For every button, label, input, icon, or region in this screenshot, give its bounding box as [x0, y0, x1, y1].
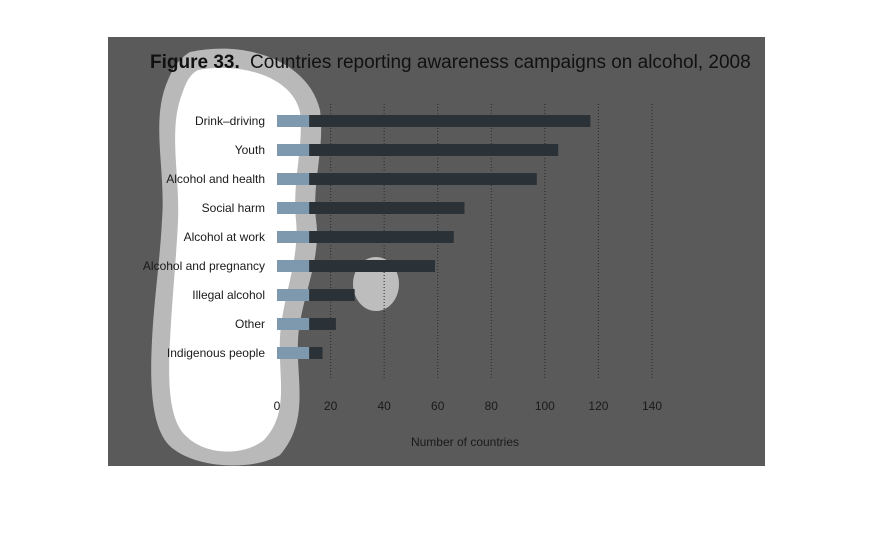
bar-highlight-8: [277, 347, 310, 359]
x-axis-label: Number of countries: [411, 435, 519, 449]
bar-4: [277, 231, 454, 243]
x-tick-labels: 0 20 40 60 80 100 120 140: [274, 399, 663, 413]
bar-0: [277, 115, 591, 127]
x-tick-label-80: 80: [485, 399, 499, 413]
category-label-3: Social harm: [202, 201, 265, 215]
category-label-7: Other: [235, 317, 265, 331]
overlay-blob-inner: [169, 67, 301, 452]
category-label-5: Alcohol and pregnancy: [143, 259, 265, 273]
x-tick-label-20: 20: [324, 399, 338, 413]
x-tick-label-40: 40: [377, 399, 391, 413]
bar-highlight-7: [277, 318, 310, 330]
category-label-6: Illegal alcohol: [192, 288, 265, 302]
bar-highlight-2: [277, 173, 310, 185]
bar-highlight-3: [277, 202, 310, 214]
x-tick-label-120: 120: [588, 399, 608, 413]
category-label-4: Alcohol at work: [184, 230, 266, 244]
chart-title-prefix: Figure 33.: [150, 52, 240, 73]
x-tick-label-100: 100: [535, 399, 555, 413]
bar-3: [277, 202, 465, 214]
category-label-1: Youth: [235, 143, 265, 157]
x-tick-label-140: 140: [642, 399, 662, 413]
bar-2: [277, 173, 537, 185]
category-label-8: Indigenous people: [167, 346, 265, 360]
chart-title: Figure 33. Countries reporting awareness…: [150, 52, 751, 73]
bar-highlight-5: [277, 260, 310, 272]
category-label-2: Alcohol and health: [166, 172, 265, 186]
category-labels: Drink–driving Youth Alcohol and health Soci…: [143, 114, 266, 360]
bar-highlight-6: [277, 289, 310, 301]
bar-1: [277, 144, 559, 156]
bars: [277, 115, 591, 359]
bar-highlight-4: [277, 231, 310, 243]
bar-highlight-1: [277, 144, 310, 156]
bar-5: [277, 260, 436, 272]
category-label-0: Drink–driving: [195, 114, 265, 128]
x-tick-label-60: 60: [431, 399, 445, 413]
x-tick-label-0: 0: [274, 399, 281, 413]
bar-highlight-0: [277, 115, 310, 127]
chart-title-main: Countries reporting awareness campaigns …: [250, 52, 751, 73]
